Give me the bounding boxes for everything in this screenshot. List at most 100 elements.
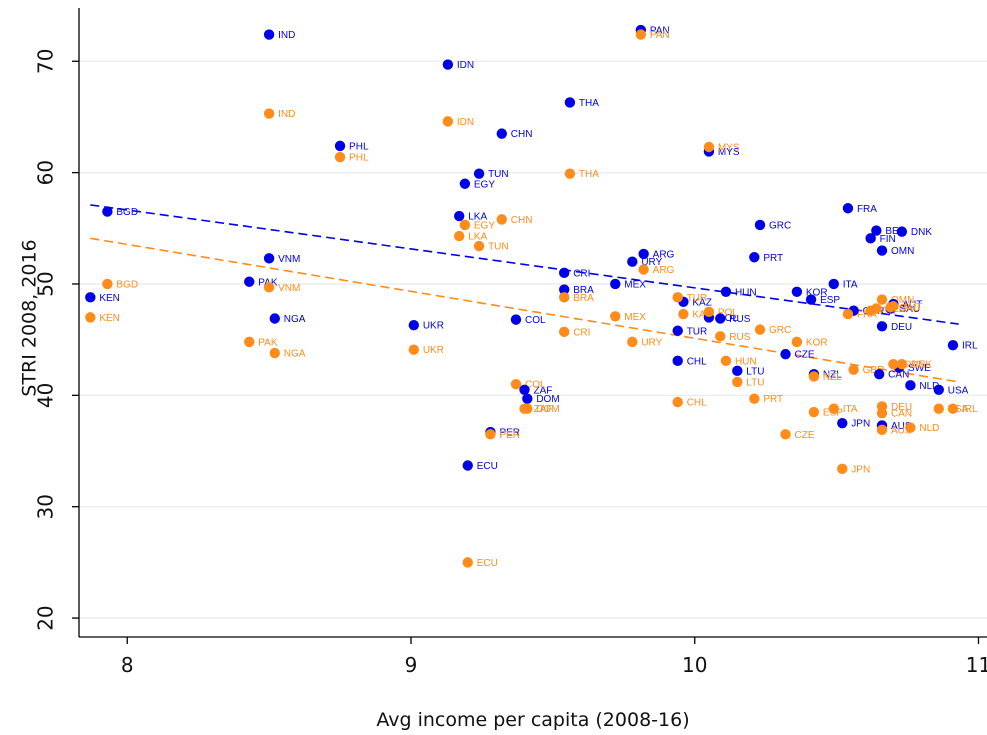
data-point <box>933 403 944 414</box>
point-label: PER <box>499 428 520 439</box>
data-point <box>888 301 899 312</box>
data-point <box>715 331 726 342</box>
point-label: OMN <box>891 295 914 306</box>
point-label: VNM <box>278 254 300 265</box>
data-point <box>732 376 743 388</box>
point-label: FRA <box>857 310 877 321</box>
point-label: USA <box>948 404 969 415</box>
point-label: PAN <box>650 30 670 41</box>
point-label: UKR <box>423 321 444 332</box>
data-point <box>703 306 715 318</box>
point-label: UKR <box>423 345 444 356</box>
point-label: CRI <box>573 327 590 338</box>
point-label: KOR <box>806 287 828 298</box>
y-tick-label: 70 <box>34 49 58 74</box>
point-label: JPN <box>851 464 870 475</box>
y-axis-title: STRI 2008, 2016 <box>19 239 41 396</box>
data-point <box>454 230 465 242</box>
point-label: CHN <box>511 129 533 140</box>
point-label: HUN <box>735 356 757 367</box>
data-point <box>485 429 496 440</box>
point-label: NGA <box>284 349 306 360</box>
data-point <box>808 371 820 382</box>
point-label: OMN <box>891 246 914 257</box>
data-point <box>263 108 275 119</box>
point-label: DEU <box>891 322 912 333</box>
data-point <box>842 308 854 320</box>
point-label: KEN <box>99 293 120 304</box>
data-point <box>85 292 96 303</box>
point-label: BGD <box>116 207 138 218</box>
point-label: MYS <box>718 143 740 154</box>
point-label: SWE <box>908 363 931 374</box>
point-label: GRC <box>769 220 791 231</box>
point-label: ECU <box>477 558 498 569</box>
point-label: LKA <box>468 232 487 243</box>
point-label: NZL <box>823 370 842 381</box>
data-point <box>888 358 899 370</box>
data-point <box>842 203 854 214</box>
point-label: AUT <box>902 300 922 311</box>
data-point <box>905 380 916 391</box>
data-point <box>610 278 621 290</box>
y-tick-label: 60 <box>34 160 58 185</box>
point-label: GBR <box>863 365 885 376</box>
data-point <box>564 97 576 108</box>
point-label: CRI <box>573 268 590 279</box>
point-label: EGY <box>474 220 495 231</box>
y-tick-label: 20 <box>34 605 58 630</box>
data-point <box>263 29 275 40</box>
data-point <box>754 219 766 231</box>
data-point <box>933 384 944 395</box>
y-tick-label: 40 <box>34 383 58 408</box>
data-point <box>947 340 959 351</box>
point-labels: KENBGDPAKINDVNMNGAPHLUKRIDNLKAEGYECUTUNP… <box>99 26 978 569</box>
point-label: FIN <box>880 234 896 245</box>
data-point <box>559 326 570 338</box>
data-point <box>873 368 885 380</box>
tick-labels: 20 30 40 50 60 70 8 9 10 11 <box>34 49 987 677</box>
y-tick-label: 50 <box>34 271 58 296</box>
point-label: COL <box>525 380 546 391</box>
point-label: POL <box>718 307 738 318</box>
data-point <box>442 59 454 70</box>
data-point <box>805 294 817 305</box>
data-point <box>749 252 760 263</box>
data-point <box>473 240 485 252</box>
data-point <box>442 116 454 127</box>
point-label: NGA <box>284 314 306 325</box>
point-label: DNK <box>911 227 932 238</box>
data-point <box>896 358 908 370</box>
point-label: CHL <box>687 356 707 367</box>
point-label: LTU <box>746 366 764 377</box>
point-label: DOM <box>536 404 559 415</box>
data-point <box>672 325 683 336</box>
data-point <box>522 403 533 414</box>
point-label: CZE <box>795 430 815 441</box>
data-point <box>638 248 649 260</box>
point-label: URY <box>641 257 662 268</box>
data-point <box>510 314 522 325</box>
x-axis-title: Avg income per capita (2008-16) <box>376 709 689 731</box>
point-label: THA <box>579 98 599 109</box>
data-point <box>519 384 530 395</box>
data-point <box>559 284 570 295</box>
x-tick-label: 11 <box>966 653 987 677</box>
data-point <box>678 308 689 320</box>
data-point <box>876 294 888 305</box>
point-label: TUR <box>687 293 708 304</box>
point-label: BRA <box>573 293 594 304</box>
point-label: BEL <box>885 226 904 237</box>
point-label: ARG <box>653 265 675 276</box>
grid-lines <box>79 60 987 619</box>
data-point <box>462 557 473 568</box>
point-label: MEX <box>624 279 646 290</box>
point-label: VNM <box>278 283 300 294</box>
data-point <box>749 393 760 404</box>
point-label: THA <box>579 169 599 180</box>
point-label: IRL <box>962 404 978 415</box>
point-label: IND <box>278 30 295 41</box>
point-label: ITA <box>843 404 858 415</box>
data-point <box>780 429 791 440</box>
data-point <box>754 324 766 335</box>
